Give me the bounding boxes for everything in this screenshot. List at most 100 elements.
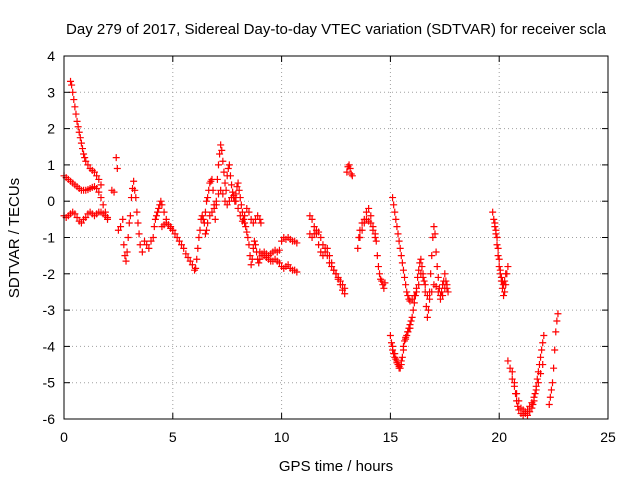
data-point-marker	[539, 339, 547, 347]
data-point-marker	[237, 201, 245, 209]
data-point-marker	[131, 186, 139, 194]
data-point-marker	[225, 161, 233, 169]
data-point-marker	[203, 226, 211, 234]
data-point-marker	[494, 244, 502, 252]
data-point-marker	[347, 170, 355, 178]
data-point-marker	[234, 204, 242, 212]
data-point-marker	[443, 281, 451, 289]
data-point-marker	[225, 197, 233, 205]
data-point-marker	[167, 223, 175, 231]
data-point-marker	[120, 241, 128, 249]
y-tick-label: -3	[43, 302, 56, 318]
data-point-marker	[124, 234, 132, 241]
data-point-marker	[495, 263, 503, 271]
x-axis-label: GPS time / hours	[279, 458, 393, 475]
data-point-marker	[423, 313, 431, 321]
data-point-marker	[220, 168, 228, 176]
data-point-marker	[424, 306, 432, 314]
data-point-marker	[426, 295, 434, 303]
data-point-marker	[123, 248, 131, 256]
data-point-marker	[150, 223, 158, 231]
data-point-marker	[80, 150, 88, 158]
data-point-marker	[374, 263, 382, 271]
data-point-marker	[219, 190, 227, 198]
data-point-marker	[396, 244, 404, 252]
data-point-marker	[404, 292, 412, 300]
data-point-marker	[255, 259, 263, 267]
data-point-marker	[204, 194, 212, 202]
y-tick-label: -2	[43, 266, 56, 282]
x-tick-label: 25	[600, 429, 616, 445]
data-point-marker	[81, 154, 89, 162]
data-point-marker	[216, 150, 224, 158]
data-point-marker	[278, 237, 286, 245]
data-point-marker	[308, 234, 316, 241]
data-point-marker	[78, 145, 86, 153]
data-point-marker	[308, 215, 316, 223]
data-point-marker	[423, 292, 431, 300]
data-point-marker	[371, 234, 379, 241]
data-point-marker	[429, 234, 437, 241]
data-point-marker	[496, 266, 504, 274]
data-point-marker	[217, 141, 225, 149]
data-point-marker	[240, 215, 248, 223]
data-point-marker	[125, 219, 133, 227]
data-point-marker	[401, 273, 409, 281]
data-point-marker	[552, 328, 560, 336]
data-point-marker	[504, 263, 512, 271]
data-point-marker	[206, 212, 214, 220]
data-point-marker	[169, 226, 177, 234]
data-point-marker	[160, 208, 168, 216]
data-point-marker	[431, 230, 439, 238]
data-point-marker	[376, 270, 384, 278]
data-point-marker	[413, 288, 421, 296]
data-point-marker	[339, 281, 347, 289]
data-point-marker	[432, 248, 440, 256]
data-point-marker	[232, 197, 240, 205]
data-point-marker	[531, 390, 539, 398]
data-point-marker	[228, 181, 236, 189]
data-point-marker	[138, 248, 146, 256]
data-point-marker	[399, 266, 407, 274]
data-point-marker	[126, 212, 134, 220]
data-point-marker	[113, 165, 121, 173]
data-point-marker	[441, 270, 449, 278]
x-tick-label: 10	[274, 429, 290, 445]
data-point-marker	[209, 186, 217, 194]
data-point-marker	[367, 212, 375, 220]
data-point-marker	[188, 261, 196, 269]
data-point-marker	[130, 177, 138, 185]
data-point-marker	[493, 241, 501, 249]
data-point-marker	[97, 181, 105, 189]
data-point-marker	[175, 237, 183, 245]
data-point-marker	[235, 186, 243, 194]
data-point-marker	[234, 179, 242, 187]
data-point-marker	[184, 253, 192, 261]
data-point-marker	[119, 215, 127, 223]
data-point-marker	[157, 197, 165, 205]
data-point-marker	[241, 212, 249, 220]
x-tick-labels: 0 5 10 15 20 25	[60, 429, 616, 445]
y-tick-labels: 4 3 2 1 0 -1 -2 -3 -4 -5 -6	[43, 48, 56, 427]
data-point-marker	[330, 266, 338, 274]
data-point-marker	[155, 204, 163, 212]
data-point-marker	[491, 219, 499, 227]
data-point-marker	[243, 204, 251, 212]
data-point-marker	[537, 353, 545, 361]
data-point-marker	[82, 214, 90, 222]
data-point-marker	[69, 88, 77, 96]
data-point-marker	[236, 194, 244, 202]
data-point-marker	[217, 186, 225, 194]
data-point-marker	[149, 234, 157, 241]
data-point-marker	[508, 375, 516, 383]
data-point-marker	[141, 237, 149, 245]
data-point-marker	[523, 406, 531, 414]
data-point-marker	[538, 346, 546, 354]
data-point-marker	[358, 226, 366, 234]
data-point-marker	[550, 364, 558, 372]
data-point-marker	[104, 215, 112, 223]
data-point-marker	[101, 212, 109, 220]
data-point-marker	[389, 342, 397, 350]
data-point-marker	[112, 154, 120, 162]
data-point-marker	[428, 252, 436, 260]
